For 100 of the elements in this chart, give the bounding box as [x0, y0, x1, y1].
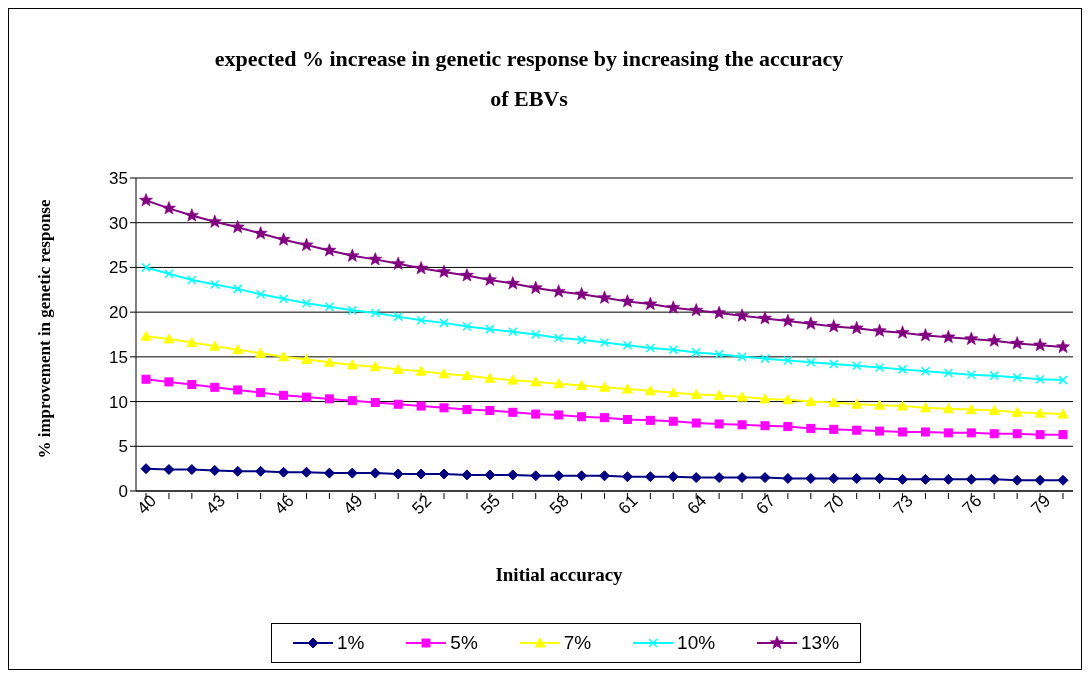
point — [805, 472, 817, 484]
point — [163, 464, 175, 476]
x-tick-label: 49 — [339, 491, 367, 519]
point — [758, 311, 772, 325]
point — [163, 333, 175, 344]
point — [1011, 406, 1023, 417]
point — [300, 466, 312, 478]
point — [187, 380, 197, 390]
point — [828, 396, 840, 407]
x-tick-label: 67 — [752, 491, 780, 519]
point — [278, 293, 289, 304]
point — [232, 284, 243, 294]
point — [301, 298, 312, 308]
point — [369, 361, 381, 372]
point — [737, 352, 747, 362]
point — [1033, 337, 1047, 352]
point — [989, 370, 999, 381]
point — [324, 302, 335, 312]
point — [255, 347, 267, 358]
legend-label: 1% — [336, 632, 365, 654]
point — [393, 399, 403, 409]
point — [690, 388, 702, 399]
point — [643, 296, 658, 311]
point — [230, 219, 245, 234]
point — [713, 389, 725, 400]
point — [966, 428, 976, 438]
point — [507, 469, 519, 481]
point — [508, 327, 518, 337]
point — [184, 208, 199, 222]
point — [323, 467, 335, 479]
point — [965, 404, 977, 415]
point — [806, 423, 816, 433]
point — [895, 325, 910, 339]
point — [278, 351, 290, 362]
point — [505, 276, 520, 290]
point — [437, 264, 451, 278]
x-tick-label: 40 — [133, 491, 161, 519]
point — [920, 366, 931, 376]
point — [553, 470, 565, 482]
x-tick-label: 46 — [270, 491, 298, 519]
point — [943, 368, 954, 378]
point — [621, 383, 633, 394]
x-tick-label: 61 — [614, 491, 642, 519]
point — [942, 473, 954, 485]
point — [874, 399, 886, 410]
point — [187, 275, 197, 285]
point — [667, 471, 679, 483]
x-tick-label: 73 — [889, 491, 917, 519]
point — [210, 279, 220, 290]
point — [714, 349, 724, 359]
chart-title: expected % increase in genetic response by increasing the accuracy of EBVs — [213, 45, 845, 113]
y-tick-label: 30 — [109, 213, 128, 233]
legend-label: 5% — [450, 632, 478, 654]
point — [644, 385, 656, 396]
point — [941, 329, 956, 344]
point — [1012, 429, 1022, 439]
point — [461, 370, 473, 381]
point — [347, 396, 357, 406]
point — [668, 416, 678, 426]
point — [852, 425, 862, 435]
point — [577, 412, 587, 422]
y-tick-label: 10 — [109, 392, 128, 412]
legend-label: 13% — [801, 632, 840, 654]
point — [576, 470, 588, 482]
point — [759, 393, 771, 404]
point — [1058, 430, 1068, 440]
point — [691, 418, 701, 428]
x-tick-label: 64 — [683, 491, 711, 519]
point — [599, 381, 610, 392]
point — [667, 387, 679, 398]
y-tick-label: 5 — [118, 437, 128, 457]
point — [805, 396, 817, 407]
point — [759, 472, 771, 484]
point — [645, 415, 655, 425]
point — [508, 407, 518, 417]
point — [232, 465, 244, 477]
point — [346, 359, 358, 370]
point — [942, 403, 954, 414]
y-tick-label: 25 — [109, 258, 128, 278]
point — [943, 428, 953, 438]
point — [874, 472, 886, 484]
point — [233, 385, 243, 395]
point — [162, 201, 176, 215]
point — [324, 394, 334, 404]
point — [391, 256, 406, 270]
point — [666, 300, 681, 314]
point — [1010, 336, 1025, 350]
point — [164, 377, 174, 387]
point — [460, 268, 474, 282]
point — [207, 214, 222, 228]
point — [256, 388, 266, 398]
point — [620, 294, 635, 308]
point — [278, 466, 290, 478]
point — [736, 391, 748, 402]
point — [392, 468, 404, 480]
point — [691, 347, 701, 358]
point — [141, 262, 151, 273]
point — [347, 305, 358, 316]
point — [803, 316, 818, 330]
point — [622, 340, 633, 350]
